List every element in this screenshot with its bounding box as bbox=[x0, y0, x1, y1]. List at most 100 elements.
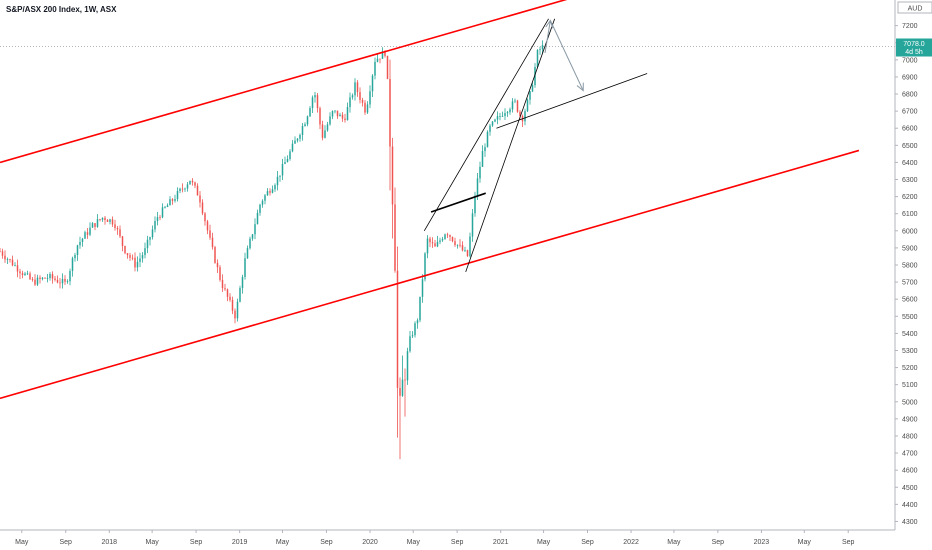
candle-body bbox=[19, 271, 21, 274]
candle-body bbox=[459, 244, 461, 246]
candle-body bbox=[239, 288, 241, 302]
price-tick-label: 4600 bbox=[902, 468, 918, 475]
candle-body bbox=[394, 204, 396, 271]
candle-body bbox=[186, 184, 189, 189]
candle-body bbox=[286, 158, 289, 163]
time-tick-label: May bbox=[276, 539, 290, 546]
candle-body bbox=[21, 273, 24, 275]
candle-body bbox=[526, 99, 529, 112]
candle-body bbox=[99, 219, 101, 220]
candle-body bbox=[536, 50, 539, 67]
projection-down-line bbox=[549, 20, 584, 91]
time-tick-label: 2019 bbox=[232, 539, 248, 546]
candle-body bbox=[336, 110, 339, 117]
candle-body bbox=[226, 289, 229, 297]
candle-body bbox=[396, 270, 399, 388]
price-tick-label: 5600 bbox=[902, 297, 918, 304]
candle-body bbox=[54, 278, 56, 280]
candle-body bbox=[494, 119, 496, 122]
candle-body bbox=[141, 255, 144, 259]
candle-body bbox=[236, 301, 239, 319]
candle-body bbox=[321, 124, 324, 138]
candle-body bbox=[139, 258, 141, 262]
price-tick-label: 6800 bbox=[902, 92, 918, 99]
time-tick-label: May bbox=[146, 539, 160, 546]
candle-body bbox=[256, 212, 259, 225]
wedge-lower-line bbox=[465, 18, 556, 272]
candle-body bbox=[224, 288, 226, 290]
candle-layer bbox=[0, 40, 544, 460]
price-tick-label: 5800 bbox=[902, 263, 918, 270]
candle-body bbox=[231, 299, 234, 311]
candle-body bbox=[196, 185, 199, 196]
candle-body bbox=[346, 107, 349, 121]
candle-body bbox=[44, 277, 46, 279]
candle-body bbox=[529, 91, 531, 100]
price-tick-label: 7200 bbox=[902, 23, 918, 30]
price-tick-label: 6100 bbox=[902, 211, 918, 218]
candle-body bbox=[201, 202, 204, 214]
price-tick-label: 5200 bbox=[902, 365, 918, 372]
candle-body bbox=[449, 235, 451, 237]
candle-body bbox=[14, 265, 16, 267]
candle-body bbox=[444, 234, 446, 240]
candle-body bbox=[9, 259, 11, 260]
candle-body bbox=[56, 279, 59, 283]
candle-body bbox=[314, 95, 316, 98]
candle-body bbox=[431, 242, 434, 244]
candle-body bbox=[306, 116, 309, 125]
time-tick-label: 2021 bbox=[493, 539, 509, 546]
chart-title: S&P/ASX 200 Index, 1W, ASX bbox=[6, 5, 117, 14]
candle-body bbox=[371, 75, 374, 92]
price-tick-label: 5900 bbox=[902, 245, 918, 252]
candle-body bbox=[384, 51, 386, 56]
candle-body bbox=[514, 100, 516, 102]
price-tick-label: 5700 bbox=[902, 280, 918, 287]
candle-body bbox=[424, 253, 426, 280]
candle-body bbox=[419, 296, 421, 321]
candle-body bbox=[251, 234, 254, 239]
candle-body bbox=[466, 250, 469, 257]
candle-body bbox=[104, 217, 106, 221]
candle-body bbox=[451, 236, 454, 242]
candle-body bbox=[11, 259, 14, 266]
candle-body bbox=[214, 247, 216, 263]
candle-body bbox=[426, 238, 429, 254]
candle-body bbox=[121, 236, 124, 247]
candle-body bbox=[364, 102, 366, 113]
candle-body bbox=[349, 97, 351, 108]
projection-up-arrowhead bbox=[545, 19, 554, 29]
candle-body bbox=[94, 223, 96, 227]
candle-body bbox=[279, 175, 281, 177]
candle-body bbox=[106, 220, 109, 222]
candle-body bbox=[221, 279, 224, 289]
candle-body bbox=[416, 320, 419, 324]
time-tick-label: Sep bbox=[320, 539, 333, 546]
candle-body bbox=[254, 224, 256, 235]
candle-body bbox=[329, 116, 331, 125]
pennant-top-line bbox=[430, 192, 486, 213]
candle-body bbox=[134, 257, 136, 268]
last-price-badge bbox=[896, 38, 932, 57]
candle-body bbox=[39, 277, 41, 279]
candle-body bbox=[524, 111, 526, 122]
candle-body bbox=[274, 185, 276, 190]
candle-body bbox=[386, 55, 389, 80]
price-tick-label: 5000 bbox=[902, 399, 918, 406]
price-tick-label: 4400 bbox=[902, 502, 918, 509]
candle-body bbox=[64, 278, 66, 282]
price-tick-label: 6600 bbox=[902, 126, 918, 133]
price-tick-label: 6200 bbox=[902, 194, 918, 201]
price-tick-label: 6300 bbox=[902, 177, 918, 184]
candle-body bbox=[124, 246, 126, 254]
candle-body bbox=[116, 228, 119, 230]
candle-body bbox=[241, 276, 244, 289]
candle-body bbox=[359, 92, 361, 100]
candle-body bbox=[379, 58, 381, 60]
candle-body bbox=[216, 262, 219, 268]
price-tick-label: 6500 bbox=[902, 143, 918, 150]
candle-body bbox=[484, 147, 486, 152]
time-tick-label: Sep bbox=[842, 539, 855, 546]
